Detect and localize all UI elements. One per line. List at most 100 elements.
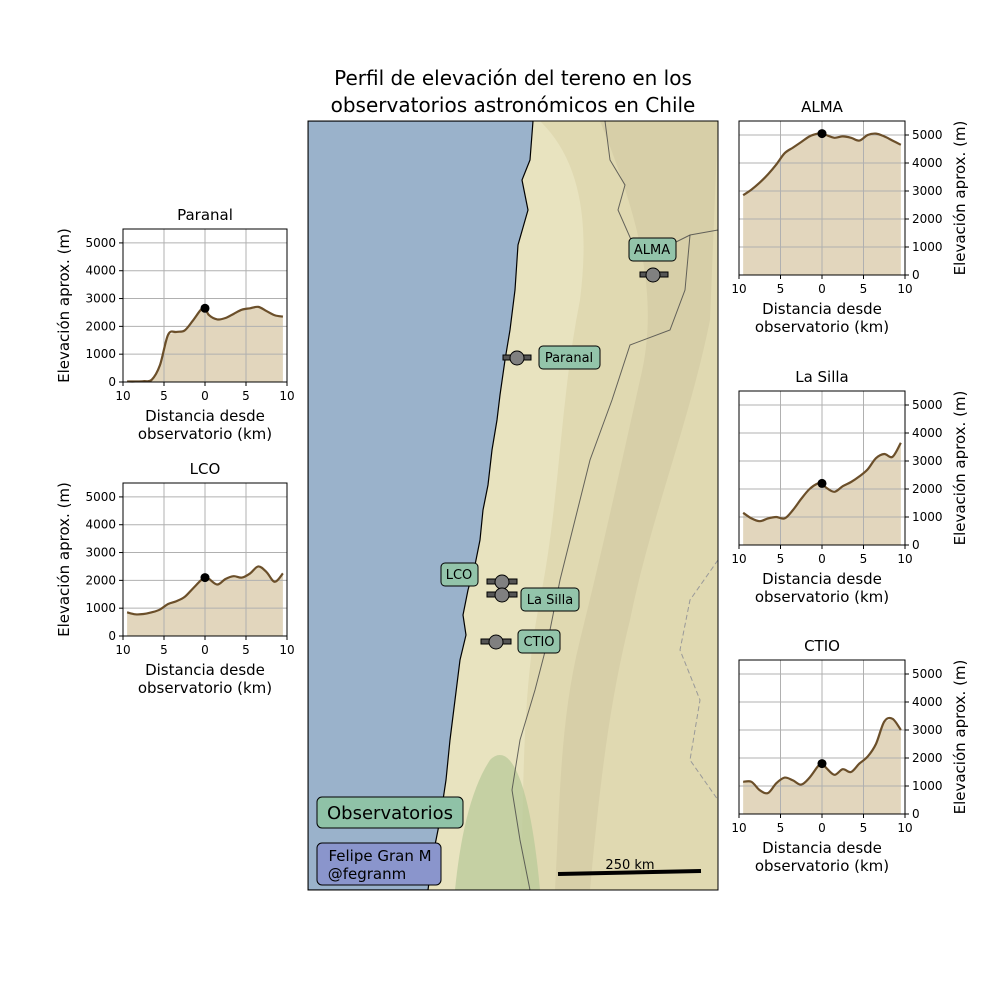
- y-tick-label: 5000: [85, 490, 116, 504]
- x-tick-label: 5: [860, 821, 868, 835]
- observatory-point: [200, 303, 210, 313]
- x-tick-label: 5: [242, 389, 250, 403]
- x-tick-label: 10: [897, 821, 912, 835]
- y-tick-label: 3000: [85, 292, 116, 306]
- x-tick-label: 5: [860, 282, 868, 296]
- x-tick-label: 10: [279, 643, 294, 657]
- chart-title: Paranal: [177, 206, 233, 224]
- y-axis-label: Elevación aprox. (m): [951, 391, 969, 546]
- chart-title: ALMA: [801, 98, 844, 116]
- y-tick-label: 1000: [85, 347, 116, 361]
- y-tick-label: 1000: [912, 240, 943, 254]
- x-tick-label: 10: [897, 552, 912, 566]
- y-tick-label: 5000: [912, 398, 943, 412]
- chart-title: La Silla: [795, 368, 849, 386]
- x-axis-label-line1: Distancia desde: [762, 570, 882, 588]
- x-tick-label: 0: [818, 821, 826, 835]
- profile-chart-ctio: 10 5 0 5 10010002000300040005000CTIODistanci…: [731, 637, 969, 875]
- map-vegetation: [455, 755, 540, 890]
- profile-chart-paranal: 10 5 0 5 10010002000300040005000ParanalDista…: [55, 206, 295, 443]
- x-tick-label: 10: [115, 389, 130, 403]
- x-tick-label: 5: [777, 282, 785, 296]
- x-tick-label: 5: [777, 552, 785, 566]
- y-tick-label: 4000: [912, 695, 943, 709]
- y-axis-label: Elevación aprox. (m): [55, 482, 73, 637]
- y-tick-label: 4000: [912, 426, 943, 440]
- observatory-point: [200, 573, 210, 583]
- x-tick-label: 5: [777, 821, 785, 835]
- y-axis-label: Elevación aprox. (m): [951, 660, 969, 815]
- y-tick-label: 4000: [912, 156, 943, 170]
- y-tick-label: 4000: [85, 518, 116, 532]
- observatory-point: [817, 478, 827, 488]
- x-tick-label: 10: [897, 282, 912, 296]
- y-tick-label: 4000: [85, 264, 116, 278]
- y-tick-label: 2000: [85, 573, 116, 587]
- map-scale-bar: [557, 869, 702, 876]
- x-axis-label-line2: observatorio (km): [755, 857, 889, 875]
- map-scale-label: 250 km: [605, 858, 654, 873]
- y-tick-label: 3000: [85, 546, 116, 560]
- map-credit-line1: Felipe Gran M: [328, 847, 431, 865]
- x-axis-label-line1: Distancia desde: [762, 839, 882, 857]
- x-tick-label: 10: [279, 389, 294, 403]
- y-axis-label: Elevación aprox. (m): [55, 228, 73, 383]
- y-tick-label: 2000: [912, 482, 943, 496]
- y-tick-label: 0: [912, 268, 920, 282]
- marker-lco[interactable]: LCO: [440, 562, 518, 590]
- x-tick-label: 5: [160, 389, 168, 403]
- marker-alma[interactable]: ALMA: [628, 237, 677, 283]
- y-tick-label: 5000: [912, 128, 943, 142]
- x-axis-label-line2: observatorio (km): [138, 679, 272, 697]
- marker-paranal[interactable]: Paranal: [502, 345, 601, 370]
- x-axis-label-line1: Distancia desde: [145, 407, 265, 425]
- y-tick-label: 0: [912, 538, 920, 552]
- y-tick-label: 2000: [912, 751, 943, 765]
- x-tick-label: 5: [160, 643, 168, 657]
- y-axis-label: Elevación aprox. (m): [951, 121, 969, 276]
- figure-title-line2: observatorios astronómicos en Chile: [331, 93, 696, 117]
- y-tick-label: 0: [912, 807, 920, 821]
- map-credit-line2: @fegranm: [328, 865, 407, 883]
- x-tick-label: 10: [731, 552, 746, 566]
- x-axis-label-line1: Distancia desde: [762, 300, 882, 318]
- y-tick-label: 3000: [912, 184, 943, 198]
- x-axis-label-line1: Distancia desde: [145, 661, 265, 679]
- x-axis-label-line2: observatorio (km): [755, 318, 889, 336]
- elevation-charts: 10 5 0 5 10010002000300040005000ParanalDista…: [55, 98, 969, 875]
- x-tick-label: 0: [201, 643, 209, 657]
- map-border-line-3: [679, 559, 718, 801]
- x-tick-label: 5: [860, 552, 868, 566]
- y-tick-label: 5000: [85, 236, 116, 250]
- y-tick-label: 0: [108, 375, 116, 389]
- marker-ctio[interactable]: CTIO: [480, 629, 561, 654]
- x-tick-label: 0: [818, 282, 826, 296]
- y-tick-label: 3000: [912, 454, 943, 468]
- y-tick-label: 1000: [912, 510, 943, 524]
- x-axis-label-line2: observatorio (km): [755, 588, 889, 606]
- x-tick-label: 10: [731, 282, 746, 296]
- map-credit-box: [316, 842, 442, 886]
- marker-label-paranal: Paranal: [545, 351, 593, 366]
- map-panel: [308, 121, 718, 890]
- map-legend-box: [316, 796, 464, 829]
- map-border-line-2: [511, 234, 691, 890]
- figure-title-line1: Perfil de elevación del tereno en los: [334, 66, 692, 90]
- y-tick-label: 0: [108, 629, 116, 643]
- y-tick-label: 2000: [912, 212, 943, 226]
- map-andes-ridge: [555, 121, 718, 890]
- observatory-point: [817, 759, 827, 769]
- marker-la-silla[interactable]: La Silla: [486, 587, 580, 612]
- observatory-point: [817, 129, 827, 139]
- x-tick-label: 5: [242, 643, 250, 657]
- y-tick-label: 1000: [912, 779, 943, 793]
- y-tick-label: 2000: [85, 319, 116, 333]
- y-tick-label: 3000: [912, 723, 943, 737]
- x-tick-label: 0: [818, 552, 826, 566]
- marker-label-alma: ALMA: [634, 243, 670, 258]
- map-frame: [307, 120, 719, 891]
- map-legend-title: Observatorios: [327, 803, 453, 824]
- marker-label-la-silla: La Silla: [527, 593, 573, 608]
- y-tick-label: 5000: [912, 667, 943, 681]
